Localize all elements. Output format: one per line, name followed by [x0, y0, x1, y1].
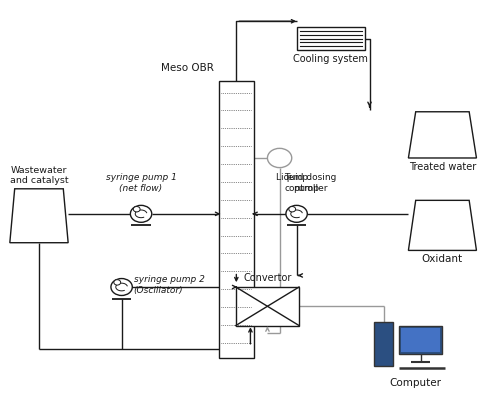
Bar	[219, 81, 254, 358]
Text: Oxidant: Oxidant	[422, 254, 463, 264]
Bar	[401, 328, 440, 352]
Text: Cooling system: Cooling system	[293, 54, 368, 64]
Polygon shape	[10, 189, 68, 243]
Circle shape	[133, 206, 140, 212]
Circle shape	[130, 206, 152, 222]
Text: Meso OBR: Meso OBR	[161, 63, 214, 73]
Text: Wastewater
and catalyst: Wastewater and catalyst	[10, 165, 68, 185]
Polygon shape	[408, 112, 477, 158]
Circle shape	[267, 148, 292, 167]
Bar	[236, 287, 299, 325]
Text: Temp.
controller: Temp. controller	[284, 173, 328, 193]
Bar	[374, 321, 393, 366]
Text: Convertor: Convertor	[243, 273, 292, 283]
Circle shape	[114, 280, 121, 285]
Circle shape	[111, 279, 132, 296]
Text: syringe pump 2
(Oscillator): syringe pump 2 (Oscillator)	[134, 275, 205, 295]
Text: syringe pump 1
(net flow): syringe pump 1 (net flow)	[106, 173, 177, 193]
Polygon shape	[408, 200, 477, 250]
Text: Treated water: Treated water	[409, 162, 476, 172]
Bar	[297, 27, 365, 50]
Bar	[399, 325, 442, 354]
Text: Computer: Computer	[390, 378, 442, 387]
Circle shape	[286, 206, 308, 222]
Circle shape	[289, 206, 296, 212]
Text: Liquid dosing
pump: Liquid dosing pump	[276, 173, 336, 193]
